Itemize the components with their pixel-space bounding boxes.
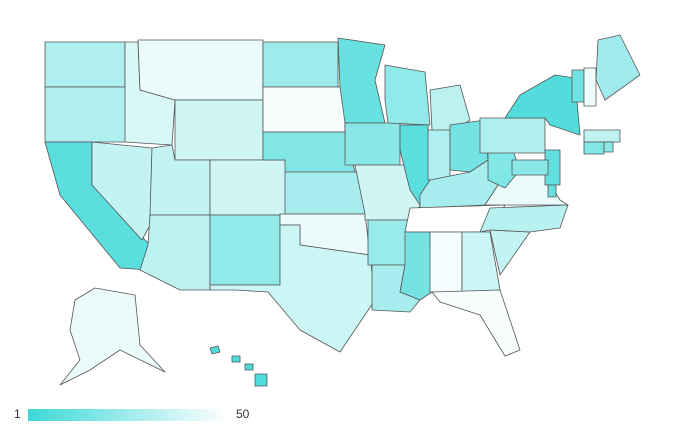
- state-mt: [137, 39, 264, 101]
- state-md: [511, 159, 549, 176]
- state-ia: [344, 122, 401, 166]
- legend-min: 1: [14, 407, 21, 421]
- state-wi: [384, 64, 431, 126]
- state-de: [547, 184, 557, 198]
- legend-gradient: [28, 409, 228, 421]
- state-ar: [367, 219, 411, 266]
- state-tx: [209, 224, 376, 353]
- state-nd: [262, 41, 339, 88]
- state-or: [44, 86, 131, 143]
- state-ny: [504, 74, 581, 136]
- state-nc: [479, 204, 569, 233]
- state-ri: [603, 141, 614, 153]
- state-hi: [231, 355, 241, 363]
- state-pa: [479, 117, 546, 154]
- state-nh: [583, 67, 597, 107]
- state-fl: [431, 289, 521, 357]
- state-ms: [399, 231, 433, 301]
- state-wa: [44, 41, 126, 88]
- state-ak: [59, 287, 166, 386]
- state-me: [595, 34, 641, 101]
- legend-max: 50: [236, 407, 250, 421]
- state-hi: [254, 373, 268, 387]
- state-az: [139, 214, 211, 291]
- state-sd: [262, 86, 346, 133]
- states: [44, 34, 641, 387]
- state-al: [429, 231, 463, 293]
- state-ct: [583, 141, 605, 155]
- state-nm: [209, 214, 281, 286]
- state-mn: [337, 37, 386, 124]
- state-in: [427, 129, 451, 181]
- state-vt: [571, 69, 585, 103]
- state-hi: [209, 345, 221, 355]
- state-wy: [174, 99, 264, 161]
- state-ks: [284, 171, 366, 215]
- state-nv: [91, 141, 153, 241]
- state-hi: [244, 363, 254, 371]
- state-ma: [583, 129, 621, 143]
